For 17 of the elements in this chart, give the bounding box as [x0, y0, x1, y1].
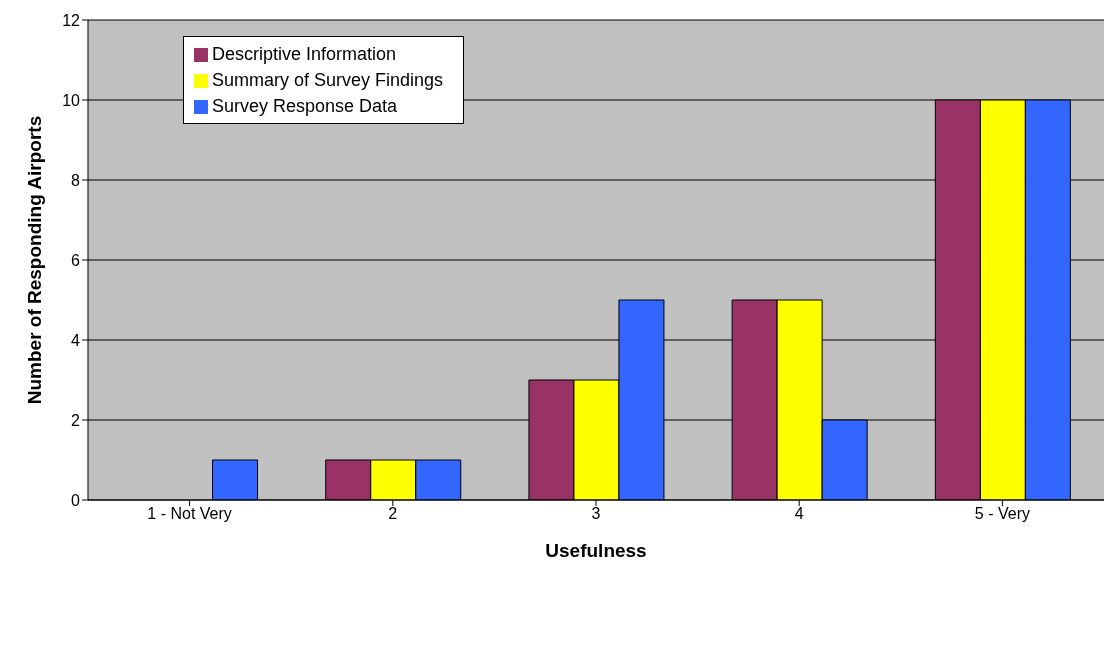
x-tick-label: 5 - Very: [974, 505, 1030, 523]
x-axis-title: Usefulness: [545, 540, 647, 562]
y-tick-label: 8: [71, 171, 81, 189]
x-tick-label: 4: [794, 505, 804, 523]
y-tick-label: 0: [71, 491, 81, 509]
x-tick-label: 1 - Not Very: [147, 505, 232, 523]
y-tick-label: 12: [62, 11, 81, 29]
x-tick-label: 2: [388, 505, 398, 523]
y-tick-label: 2: [71, 411, 81, 429]
y-tick-label: 6: [71, 251, 81, 269]
y-tick-label: 4: [71, 331, 81, 349]
legend-label: Descriptive Information: [212, 44, 397, 64]
legend-label: Summary of Survey Findings: [212, 70, 444, 90]
legend-label: Survey Response Data: [212, 96, 398, 116]
y-axis-title: Number of Responding Airports: [23, 115, 45, 405]
x-tick-label: 3: [591, 505, 601, 523]
y-tick-label: 10: [62, 91, 81, 109]
